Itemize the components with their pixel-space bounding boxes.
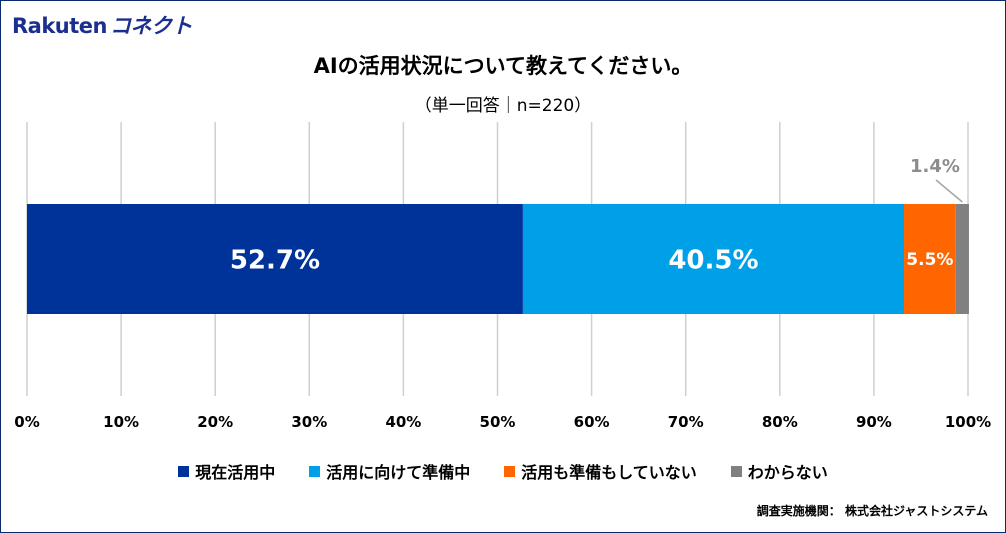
legend-swatch <box>730 465 742 477</box>
x-tick-label: 20% <box>197 413 233 431</box>
legend-item: 活用も準備もしていない <box>504 459 697 483</box>
legend-label: 活用も準備もしていない <box>521 463 697 482</box>
bar-segment <box>955 204 969 314</box>
data-label: 1.4% <box>910 156 960 177</box>
legend-item: わからない <box>730 459 828 483</box>
x-tick-label: 70% <box>668 413 704 431</box>
legend-swatch <box>309 465 321 477</box>
legend-label: わからない <box>747 463 828 482</box>
data-label: 52.7% <box>230 245 320 275</box>
rakuten-connect-logo: Rakuten コネクト <box>12 10 193 40</box>
legend-item: 活用に向けて準備中 <box>309 459 470 483</box>
legend-swatch <box>504 465 516 477</box>
leader-line <box>935 179 963 203</box>
x-tick-label: 90% <box>856 413 892 431</box>
chart-title: AIの活用状況について教えてください。 <box>313 54 693 78</box>
legend-label: 活用に向けて準備中 <box>326 463 471 482</box>
x-tick-label: 100% <box>945 413 991 431</box>
data-label: 40.5% <box>668 245 758 275</box>
logo-brand: Rakuten <box>12 14 108 38</box>
bar-segment <box>904 204 956 314</box>
source-note: 調査実施機関： 株式会社ジャストシステム <box>756 504 988 518</box>
x-tick-label: 40% <box>385 413 421 431</box>
x-tick-label: 80% <box>762 413 798 431</box>
x-tick-label: 10% <box>103 413 139 431</box>
bar-segment <box>27 204 523 314</box>
chart-legend: 現在活用中 活用に向けて準備中 活用も準備もしていない わからない <box>0 459 1006 483</box>
logo-product: コネクト <box>110 14 193 38</box>
x-tick-label: 30% <box>291 413 327 431</box>
legend-swatch <box>178 465 190 477</box>
x-tick-label: 50% <box>480 413 516 431</box>
chart-subtitle: （単一回答｜n=220） <box>414 96 592 116</box>
x-tick-label: 60% <box>574 413 610 431</box>
x-tick-label: 0% <box>14 413 39 431</box>
data-label: 5.5% <box>906 250 953 270</box>
bar-segment <box>522 204 905 314</box>
legend-label: 現在活用中 <box>195 463 276 482</box>
legend-item: 現在活用中 <box>178 459 275 483</box>
